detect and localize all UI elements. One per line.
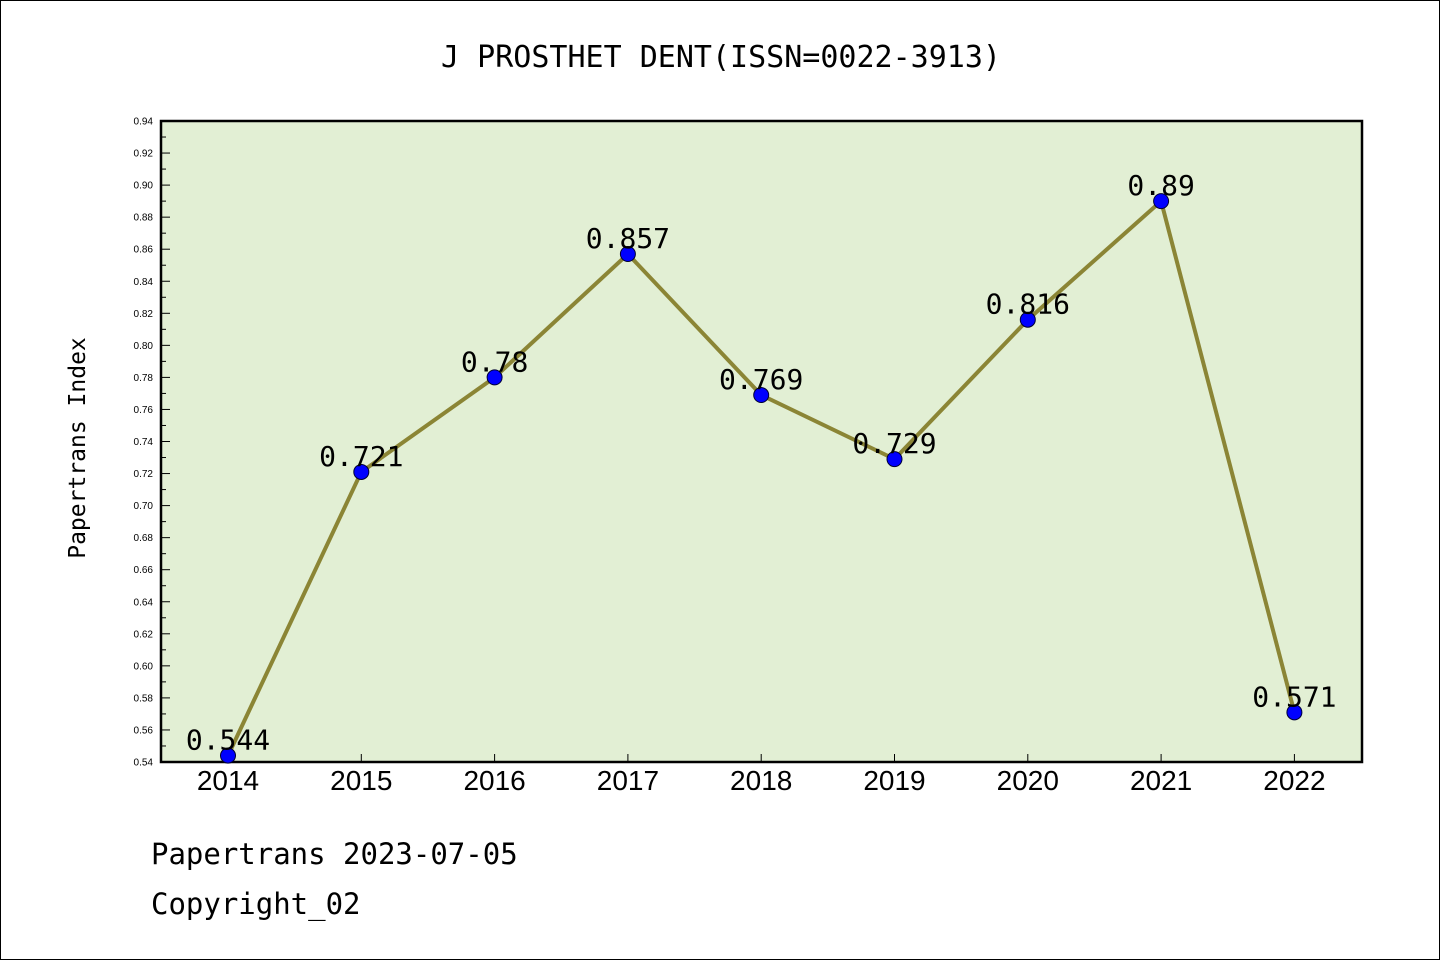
- data-point: [353, 463, 370, 480]
- y-tick-label: 0.74: [134, 437, 154, 448]
- y-tick-label: 0.88: [134, 213, 154, 224]
- data-point: [486, 369, 503, 386]
- data-label: 0.721: [319, 440, 403, 473]
- y-tick-label: 0.56: [134, 725, 154, 736]
- y-tick-label: 0.84: [134, 277, 154, 288]
- x-tick-label: 2020: [997, 765, 1059, 796]
- y-tick-label: 0.66: [134, 565, 154, 576]
- data-points: [220, 193, 1303, 764]
- y-tick-label: 0.86: [134, 245, 154, 256]
- plot-area: [159, 119, 1364, 764]
- y-tick-label: 0.78: [134, 373, 154, 384]
- y-tick-label: 0.82: [134, 309, 154, 320]
- chart-title: J PROSTHET DENT(ISSN=0022-3913): [441, 40, 1001, 75]
- x-tick-label: 2021: [1130, 765, 1192, 796]
- x-tick-label: 2015: [330, 765, 392, 796]
- y-tick-label: 0.80: [134, 341, 154, 352]
- footer-date: Papertrans 2023-07-05: [151, 837, 518, 871]
- x-tick-label: 2016: [463, 765, 525, 796]
- y-axis-label: Papertrans Index: [65, 337, 91, 559]
- data-label: 0.544: [186, 724, 270, 757]
- x-tick-label: 2014: [197, 765, 259, 796]
- data-label: 0.769: [719, 363, 803, 396]
- y-tick-label: 0.94: [134, 117, 154, 128]
- footer-copyright: Copyright_02: [151, 887, 361, 921]
- y-tick-label: 0.54: [134, 758, 154, 769]
- y-tick-label: 0.90: [134, 181, 154, 192]
- data-point: [886, 451, 903, 468]
- data-point: [220, 747, 236, 764]
- x-tick-label: 2019: [863, 765, 925, 796]
- x-ticks: 2014 2015 2016 2017 2018 2019 2020 2021 2022: [197, 754, 1326, 796]
- data-point: [1019, 311, 1036, 328]
- data-label: 0.571: [1252, 680, 1336, 713]
- data-label: 0.857: [586, 222, 670, 255]
- y-tick-label: 0.58: [134, 693, 154, 704]
- x-tick-label: 2022: [1263, 765, 1325, 796]
- y-tick-label: 0.64: [134, 597, 154, 608]
- y-tick-label: 0.62: [134, 629, 154, 640]
- data-point: [753, 387, 770, 404]
- data-label: 0.729: [852, 427, 936, 460]
- data-point: [619, 246, 636, 263]
- y-tick-label: 0.68: [134, 533, 154, 544]
- data-label: 0.89: [1127, 169, 1194, 202]
- y-ticks: 0.54 0.56 0.58 0.60 0.62 0.64 0.66 0.68 0.70 0.72…: [134, 117, 170, 769]
- x-tick-label: 2018: [730, 765, 792, 796]
- data-labels: 0.544 0.721 0.78 0.857 0.769 0.729 0.816 0.89 0.…: [186, 169, 1337, 756]
- data-point: [1286, 704, 1303, 721]
- data-point: [1153, 193, 1170, 210]
- y-tick-label: 0.70: [134, 501, 154, 512]
- x-tick-label: 2017: [597, 765, 659, 796]
- data-label: 0.816: [986, 288, 1070, 321]
- data-label: 0.78: [461, 345, 528, 378]
- y-tick-label: 0.92: [134, 149, 154, 160]
- y-tick-label: 0.60: [134, 661, 154, 672]
- y-tick-label: 0.72: [134, 469, 154, 480]
- y-tick-label: 0.76: [134, 405, 154, 416]
